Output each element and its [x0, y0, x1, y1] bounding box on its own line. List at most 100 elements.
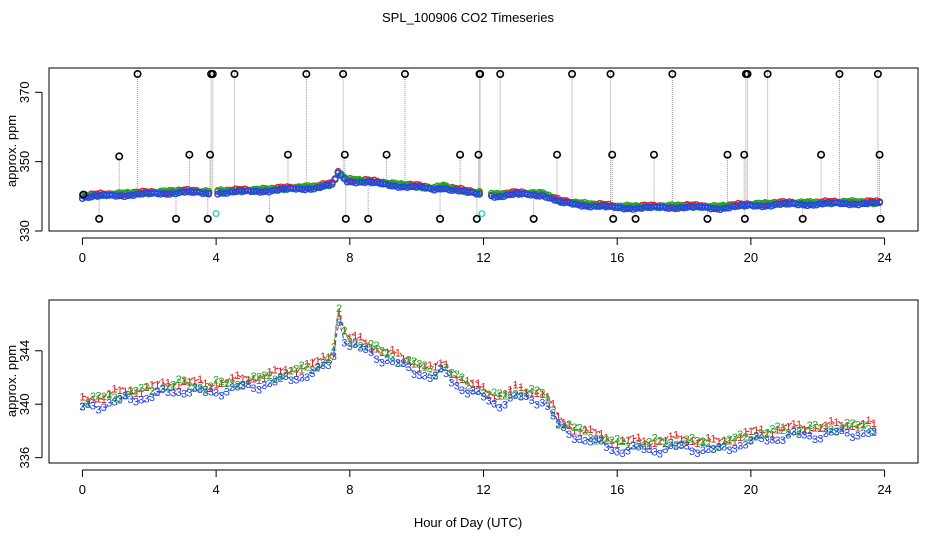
data-point-marker: 3: [689, 446, 695, 458]
data-point-marker: 3: [480, 391, 486, 403]
data-point-marker: 1: [363, 338, 369, 350]
data-point: [608, 150, 617, 159]
data-point-marker: 3: [202, 387, 208, 399]
series-line: [82, 322, 875, 455]
x-tick-label: 4: [212, 482, 219, 497]
data-point-marker: 1: [422, 361, 428, 373]
data-point-marker: 2: [427, 366, 433, 378]
data-point: [208, 70, 217, 79]
data-point-marker: 2: [127, 386, 133, 398]
data-point-marker: 1: [577, 427, 583, 439]
data-point: [328, 180, 336, 188]
data-point-marker: 1: [716, 436, 722, 448]
data-point-marker: 2: [470, 385, 476, 397]
data-point-marker: 2: [299, 360, 305, 372]
data-point-marker: 3: [555, 418, 561, 430]
data-point-marker: 3: [860, 428, 866, 440]
data-point-marker: 3: [320, 360, 326, 372]
data-point-marker: 1: [218, 378, 224, 390]
data-point-marker: 2: [379, 345, 385, 357]
data-point-marker: 3: [828, 427, 834, 439]
data-point: [763, 70, 772, 79]
data-point-marker: 2: [111, 392, 117, 404]
data-point: [400, 70, 409, 79]
x-tick-label: 12: [476, 250, 490, 265]
data-point-marker: 3: [117, 393, 123, 405]
data-point-marker: 2: [186, 381, 192, 393]
data-point: [606, 70, 615, 79]
data-point-marker: 3: [475, 386, 481, 398]
data-point-marker: 1: [817, 423, 823, 435]
data-point-marker: 2: [630, 440, 636, 452]
data-point: [798, 214, 807, 223]
data-point-marker: 2: [443, 362, 449, 374]
data-point-marker: 3: [133, 397, 139, 409]
data-point-marker: 1: [571, 425, 577, 437]
data-point-marker: 2: [272, 374, 278, 386]
data-point-marker: 2: [710, 443, 716, 455]
data-point-marker: 1: [539, 389, 545, 401]
data-point-marker: 1: [277, 366, 283, 378]
data-point-marker: 3: [176, 387, 182, 399]
data-point-marker: 2: [716, 442, 722, 454]
x-tick-label: 12: [476, 482, 490, 497]
data-point-marker: 3: [395, 358, 401, 370]
data-point: [649, 150, 658, 159]
data-point-marker: 3: [181, 389, 187, 401]
data-point-marker: 3: [603, 442, 609, 454]
x-axis-label: Hour of Day (UTC): [414, 515, 522, 530]
data-point-marker: 1: [352, 330, 358, 342]
data-point-marker: 3: [138, 394, 144, 406]
axes-top: 0 4 8 12 16 20 24 330 350 370: [17, 81, 892, 265]
data-point-marker: 2: [529, 383, 535, 395]
data-point-marker: 1: [496, 391, 502, 403]
data-point: [340, 150, 349, 159]
data-point-marker: 2: [117, 394, 123, 406]
data-point-marker: 2: [849, 418, 855, 430]
data-point-marker: 2: [577, 423, 583, 435]
data-point: [873, 199, 881, 207]
data-point-marker: 1: [283, 365, 289, 377]
plot-frame-bottom: [48, 299, 919, 464]
data-point-marker: 2: [737, 429, 743, 441]
data-point-marker: 1: [250, 374, 256, 386]
y-axis-label-top: approx. ppm: [4, 115, 19, 187]
data-point-marker: 3: [625, 445, 631, 457]
data-point-marker: 1: [213, 379, 219, 391]
data-point-marker: 3: [545, 401, 551, 413]
data-point-marker: 2: [764, 428, 770, 440]
data-point-marker: 2: [197, 382, 203, 394]
data-point-marker: 2: [571, 422, 577, 434]
data-point-marker: 2: [250, 371, 256, 383]
data-point-marker: 2: [823, 423, 829, 435]
data-point-marker: 1: [133, 388, 139, 400]
data-point-marker: 3: [288, 375, 294, 387]
data-point-marker: 1: [710, 433, 716, 445]
data-point-marker: 2: [406, 354, 412, 366]
data-point-marker: 3: [812, 434, 818, 446]
data-point-marker: 2: [860, 419, 866, 431]
data-point-marker: 3: [684, 440, 690, 452]
chart-title: SPL_100906 CO2 Timeseries: [382, 10, 554, 25]
data-point-marker: 2: [304, 362, 310, 374]
data-point-marker: 1: [464, 376, 470, 388]
data-point-marker: 1: [470, 378, 476, 390]
data-point-marker: 1: [454, 375, 460, 387]
data-point-marker: 2: [566, 419, 572, 431]
data-point-marker: 1: [561, 418, 567, 430]
data-point-marker: 3: [331, 351, 337, 363]
data-point-marker: 1: [614, 439, 620, 451]
data-point-marker: 3: [267, 378, 273, 390]
data-point: [788, 199, 796, 207]
data-point: [382, 150, 391, 159]
data-point-marker: 1: [791, 418, 797, 430]
data-point-marker: 1: [170, 382, 176, 394]
data-point-marker: 1: [181, 376, 187, 388]
data-point-marker: 3: [737, 440, 743, 452]
data-point-marker: 3: [229, 382, 235, 394]
data-point-marker: 1: [796, 419, 802, 431]
data-point-marker: 1: [518, 382, 524, 394]
data-point-marker: 1: [186, 377, 192, 389]
data-point-marker: 1: [304, 359, 310, 371]
data-point-marker: 1: [630, 434, 636, 446]
